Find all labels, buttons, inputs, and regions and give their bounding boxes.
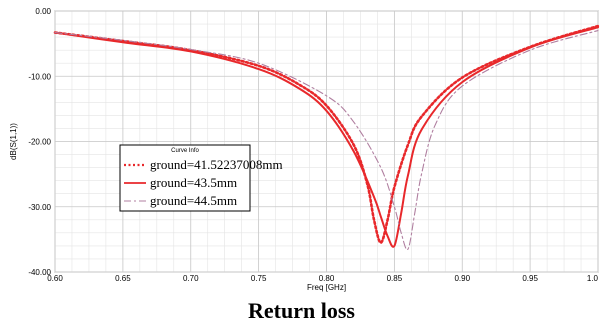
- legend-box: [119, 144, 251, 212]
- figure-caption: Return loss: [248, 298, 355, 323]
- x-tick-label: 0.95: [522, 274, 538, 283]
- x-tick-label: 0.90: [454, 274, 470, 283]
- y-tick-label: 0.00: [35, 7, 51, 16]
- series-line-3: [54, 30, 599, 251]
- series-line-2: [54, 26, 599, 248]
- y-tick-label: -10.00: [28, 72, 51, 81]
- x-tick-label: 0.75: [251, 274, 267, 283]
- legend-label: ground=43.5mm: [150, 175, 237, 190]
- y-axis-label: dB(S(1,1)): [9, 123, 18, 160]
- series-line-1: [53, 24, 600, 244]
- legend-title: Curve Info: [171, 148, 199, 154]
- grid-lines: [54, 10, 599, 273]
- series-layer: [53, 24, 600, 251]
- y-tick-label: -20.00: [28, 138, 51, 147]
- y-tick-label: -30.00: [28, 203, 51, 212]
- legend-label: ground=44.5mm: [150, 193, 237, 208]
- legend-label: ground=41.52237008mm: [150, 157, 283, 172]
- x-tick-label: 0.80: [319, 274, 335, 283]
- x-tick-label: 0.65: [115, 274, 131, 283]
- x-tick-label: 0.60: [47, 274, 63, 283]
- return-loss-chart: 0.60 0.65 0.70 0.75 0.80 0.85 0.90 0.95 1.0 0.00 -…: [9, 7, 600, 292]
- x-tick-label: 0.85: [387, 274, 403, 283]
- x-tick-label: 1.0: [587, 274, 599, 283]
- y-tick-label: -40.00: [28, 268, 51, 277]
- tick-labels: 0.60 0.65 0.70 0.75 0.80 0.85 0.90 0.95 1.0 0.00 -…: [28, 7, 598, 283]
- x-axis-label: Freq [GHz]: [307, 283, 346, 292]
- legend: Curve Info ground=41.52237008mm ground=43…: [119, 144, 283, 212]
- x-tick-label: 0.70: [183, 274, 199, 283]
